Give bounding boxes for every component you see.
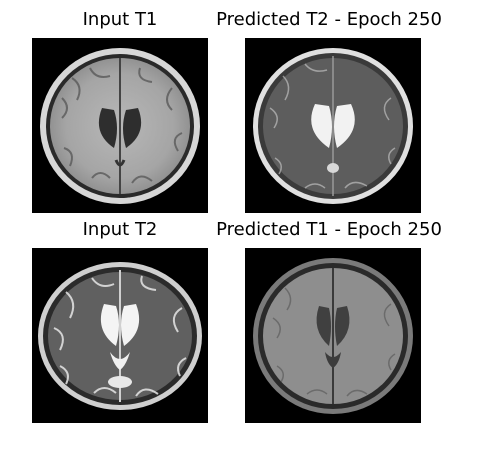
title-input-t2: Input T2 [82,219,158,240]
mri-input-t1-image [32,38,208,213]
mri-predicted-t2-image [245,38,421,213]
mri-predicted-t1-image [245,248,421,423]
title-input-t1: Input T1 [82,9,158,30]
title-predicted-t1: Predicted T1 - Epoch 250 [216,219,442,240]
mri-input-t2-image [32,248,208,423]
title-predicted-t2: Predicted T2 - Epoch 250 [216,9,442,30]
